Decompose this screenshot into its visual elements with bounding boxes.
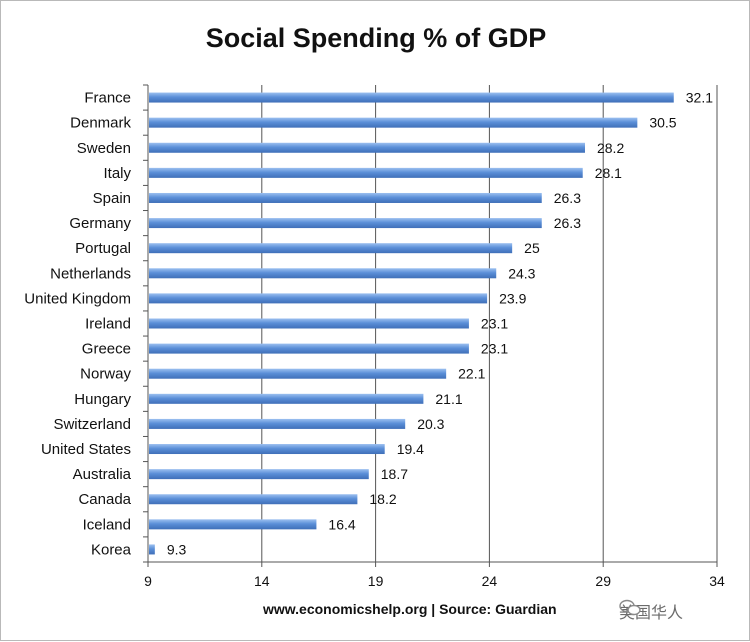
category-label: Portugal: [75, 240, 131, 257]
category-label: Germany: [69, 215, 131, 232]
chart-title: Social Spending % of GDP: [205, 23, 547, 53]
category-label: Norway: [80, 366, 131, 383]
category-label: Netherlands: [50, 265, 131, 282]
bar-italy: [149, 167, 583, 178]
bar-hungary: [149, 393, 424, 404]
category-label: United States: [41, 441, 131, 458]
x-tick-label: 34: [709, 573, 725, 589]
category-label: Sweden: [77, 140, 131, 157]
x-tick-label: 29: [595, 573, 611, 589]
data-label: 23.1: [481, 341, 508, 357]
data-label: 25: [524, 240, 540, 256]
bar-greece: [149, 343, 469, 354]
bar-iceland: [149, 519, 317, 530]
bar-sweden: [149, 142, 585, 153]
data-label: 16.4: [328, 516, 355, 532]
x-tick-label: 24: [482, 573, 498, 589]
source-caption: www.economicshelp.org | Source: Guardian: [263, 601, 557, 617]
bar-netherlands: [149, 268, 497, 279]
bar-canada: [149, 494, 358, 505]
bar-portugal: [149, 243, 513, 254]
x-tick-label: 14: [254, 573, 270, 589]
bar-norway: [149, 368, 447, 379]
bar-germany: [149, 218, 542, 229]
data-label: 32.1: [686, 90, 713, 106]
category-label: Switzerland: [53, 416, 131, 433]
data-label: 28.2: [597, 140, 624, 156]
bar-united-states: [149, 444, 385, 455]
data-label: 19.4: [397, 441, 424, 457]
data-label: 9.3: [167, 541, 187, 557]
category-label: Ireland: [85, 316, 131, 333]
bar-australia: [149, 469, 369, 480]
x-tick-label: 19: [368, 573, 384, 589]
bar-korea: [149, 544, 155, 555]
category-label: Spain: [93, 190, 131, 207]
wechat-icon: [619, 599, 641, 616]
category-label: United Kingdom: [24, 290, 131, 307]
bar-france: [149, 92, 674, 103]
data-label: 26.3: [554, 190, 581, 206]
bar-switzerland: [149, 418, 406, 429]
category-label: Iceland: [83, 516, 131, 533]
bar-denmark: [149, 117, 638, 128]
data-label: 22.1: [458, 366, 485, 382]
data-label: 20.3: [417, 416, 444, 432]
category-label: Canada: [78, 491, 131, 508]
category-label: Greece: [82, 341, 131, 358]
category-label: France: [84, 90, 131, 107]
data-label: 24.3: [508, 265, 535, 281]
category-label: Australia: [73, 466, 132, 483]
data-label: 18.2: [369, 491, 396, 507]
data-label: 23.9: [499, 290, 526, 306]
bar-ireland: [149, 318, 469, 329]
x-tick-label: 9: [144, 573, 152, 589]
data-label: 26.3: [554, 215, 581, 231]
category-label: Hungary: [74, 391, 131, 408]
data-label: 18.7: [381, 466, 408, 482]
watermark: 美国华人: [619, 599, 683, 623]
data-label: 21.1: [435, 391, 462, 407]
category-label: Italy: [103, 165, 131, 182]
bar-spain: [149, 192, 542, 203]
data-label: 23.1: [481, 316, 508, 332]
bar-united-kingdom: [149, 293, 488, 304]
category-label: Korea: [91, 541, 132, 558]
category-label: Denmark: [70, 115, 131, 132]
data-label: 28.1: [595, 165, 622, 181]
data-label: 30.5: [649, 115, 676, 131]
